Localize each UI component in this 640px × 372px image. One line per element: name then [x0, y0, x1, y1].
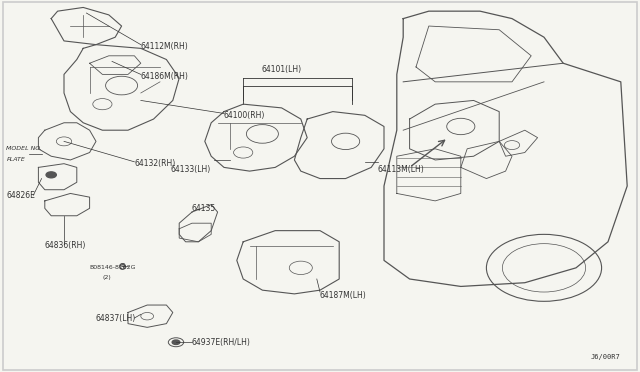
Text: 64836(RH): 64836(RH) — [45, 241, 86, 250]
Text: 64837(LH): 64837(LH) — [96, 314, 136, 323]
Text: 64135: 64135 — [192, 204, 216, 213]
Text: 64112M(RH): 64112M(RH) — [141, 42, 189, 51]
Circle shape — [172, 340, 180, 344]
Text: 64133(LH): 64133(LH) — [171, 165, 211, 174]
Text: 64826E: 64826E — [6, 191, 35, 200]
Circle shape — [46, 172, 56, 178]
Text: 64187M(LH): 64187M(LH) — [320, 291, 367, 300]
Text: 64101(LH): 64101(LH) — [262, 65, 301, 74]
Text: J6/00R7: J6/00R7 — [591, 354, 621, 360]
Text: PLATE: PLATE — [6, 157, 25, 163]
Text: MODEL NO.: MODEL NO. — [6, 146, 42, 151]
Text: 64132(RH): 64132(RH) — [134, 159, 175, 168]
Text: 64186M(RH): 64186M(RH) — [141, 72, 189, 81]
Text: B: B — [120, 263, 125, 269]
Text: B08146-8162G: B08146-8162G — [90, 265, 136, 270]
Text: 64937E(RH/LH): 64937E(RH/LH) — [192, 338, 251, 347]
Text: 64100(RH): 64100(RH) — [224, 111, 266, 120]
Text: 64113M(LH): 64113M(LH) — [378, 165, 424, 174]
Text: (2): (2) — [102, 275, 111, 280]
